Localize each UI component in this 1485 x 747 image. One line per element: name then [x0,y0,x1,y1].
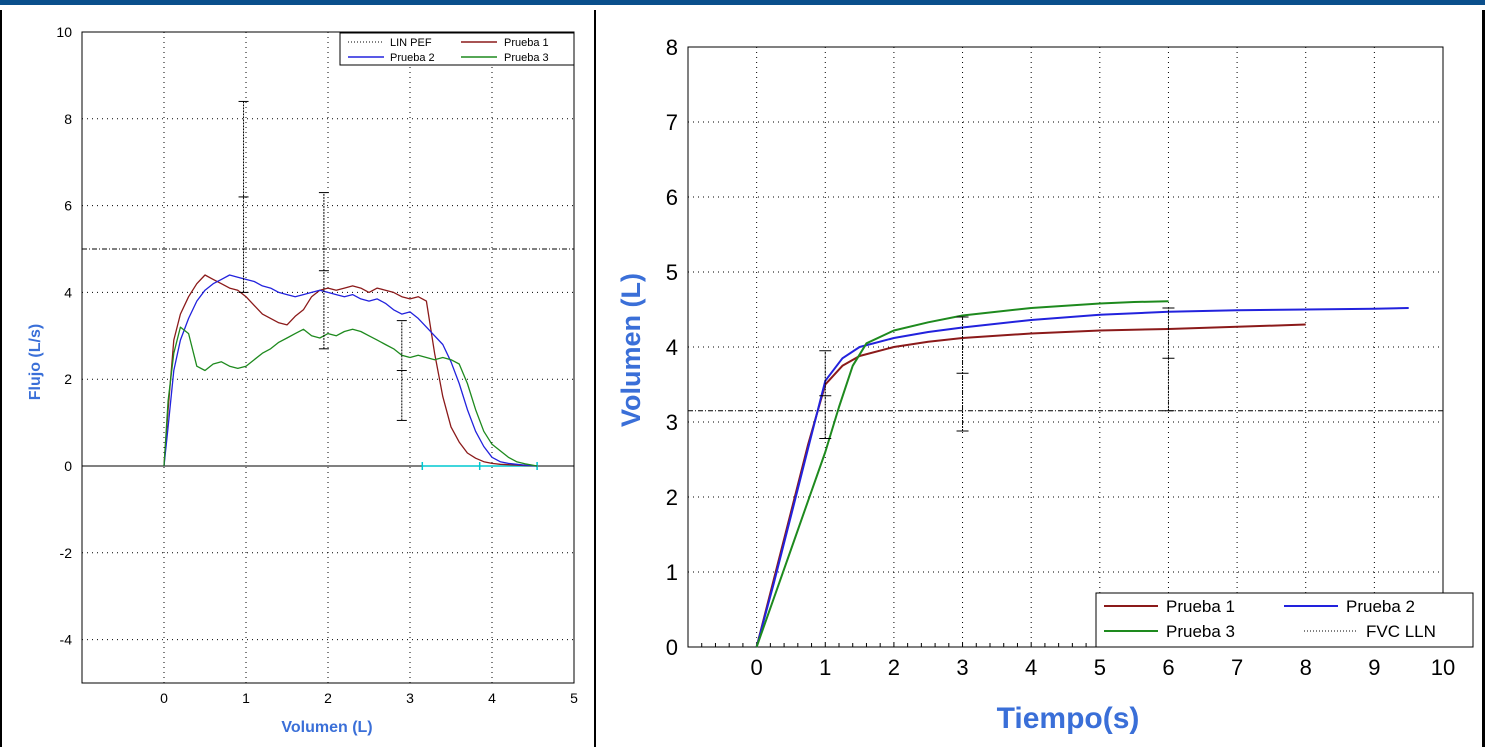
x-tick-label: 3 [956,655,968,680]
x-tick-label: 9 [1368,655,1380,680]
y-axis-label: Volumen (L) [616,273,646,427]
x-tick-label: 2 [888,655,900,680]
y-tick-label: 10 [56,24,72,40]
plot-area [687,46,1444,648]
legend-label-prueba-2: Prueba 2 [390,52,435,64]
y-tick-label: 2 [64,371,72,387]
series-line-prueba-1 [163,274,538,467]
plot-area [81,31,575,684]
legend-label-prueba-3: Prueba 3 [1166,622,1235,641]
y-tick-label: 6 [64,198,72,214]
y-tick-label: 5 [666,260,678,285]
series-line-prueba-2 [163,274,538,467]
y-tick-label: -4 [60,632,73,648]
y-tick-label: 8 [666,35,678,60]
y-tick-label: 7 [666,110,678,135]
legend-label-prueba-1: Prueba 1 [1166,597,1235,616]
x-tick-label: 4 [488,690,496,706]
x-tick-label: 1 [242,690,250,706]
series-line-prueba-3 [755,300,1169,648]
y-tick-label: -2 [60,545,73,561]
x-axis-label: Volumen (L) [281,719,372,736]
x-tick-label: 8 [1300,655,1312,680]
y-tick-label: 4 [666,335,678,360]
legend-label-fvc-lln: FVC LLN [1366,622,1436,641]
x-tick-label: 5 [570,690,578,706]
series-line-prueba-3 [163,326,538,467]
y-tick-label: 1 [666,560,678,585]
y-tick-label: 3 [666,410,678,435]
legend-label-prueba-2: Prueba 2 [1346,597,1415,616]
volume-time-chart: 0 1 2 3 4 5 6 7 8 9 10 0 1 2 3 4 5 6 7 8 Tiempo(s) Volumen … [616,35,1474,735]
legend-label-lin-pef: LIN PEF [390,37,432,49]
x-tick-label: 0 [160,690,168,706]
legend-label-prueba-1: Prueba 1 [504,37,549,49]
y-tick-label: 0 [666,635,678,660]
x-tick-label: 10 [1431,655,1455,680]
y-tick-label: 6 [666,185,678,210]
volume-time-panel: 0 1 2 3 4 5 6 7 8 9 10 0 1 2 3 4 5 6 7 8 Tiempo(s) Volumen … [598,10,1485,747]
y-tick-label: 8 [64,111,72,127]
flow-volume-chart: 0 1 2 3 4 5 -4 -2 0 2 4 6 8 10 Volumen (L) Flujo (L/s… [27,24,578,736]
x-tick-label: 0 [751,655,763,680]
x-axis-label: Tiempo(s) [997,702,1140,735]
y-axis-label: Flujo (L/s) [27,324,44,400]
flow-volume-panel: 0 1 2 3 4 5 -4 -2 0 2 4 6 8 10 Volumen (L) Flujo (L/s… [0,10,596,747]
y-tick-label: 2 [666,485,678,510]
y-tick-label: 0 [64,458,72,474]
x-tick-label: 4 [1025,655,1037,680]
x-tick-label: 1 [819,655,831,680]
x-tick-label: 7 [1231,655,1243,680]
legend-box [1095,592,1474,648]
y-tick-label: 4 [64,284,72,300]
x-tick-label: 5 [1094,655,1106,680]
series-line-prueba-2 [755,307,1409,648]
x-tick-label: 6 [1162,655,1174,680]
legend-label-prueba-3: Prueba 3 [504,52,549,64]
x-tick-label: 3 [406,690,414,706]
x-tick-label: 2 [324,690,332,706]
legend-box [339,32,575,66]
